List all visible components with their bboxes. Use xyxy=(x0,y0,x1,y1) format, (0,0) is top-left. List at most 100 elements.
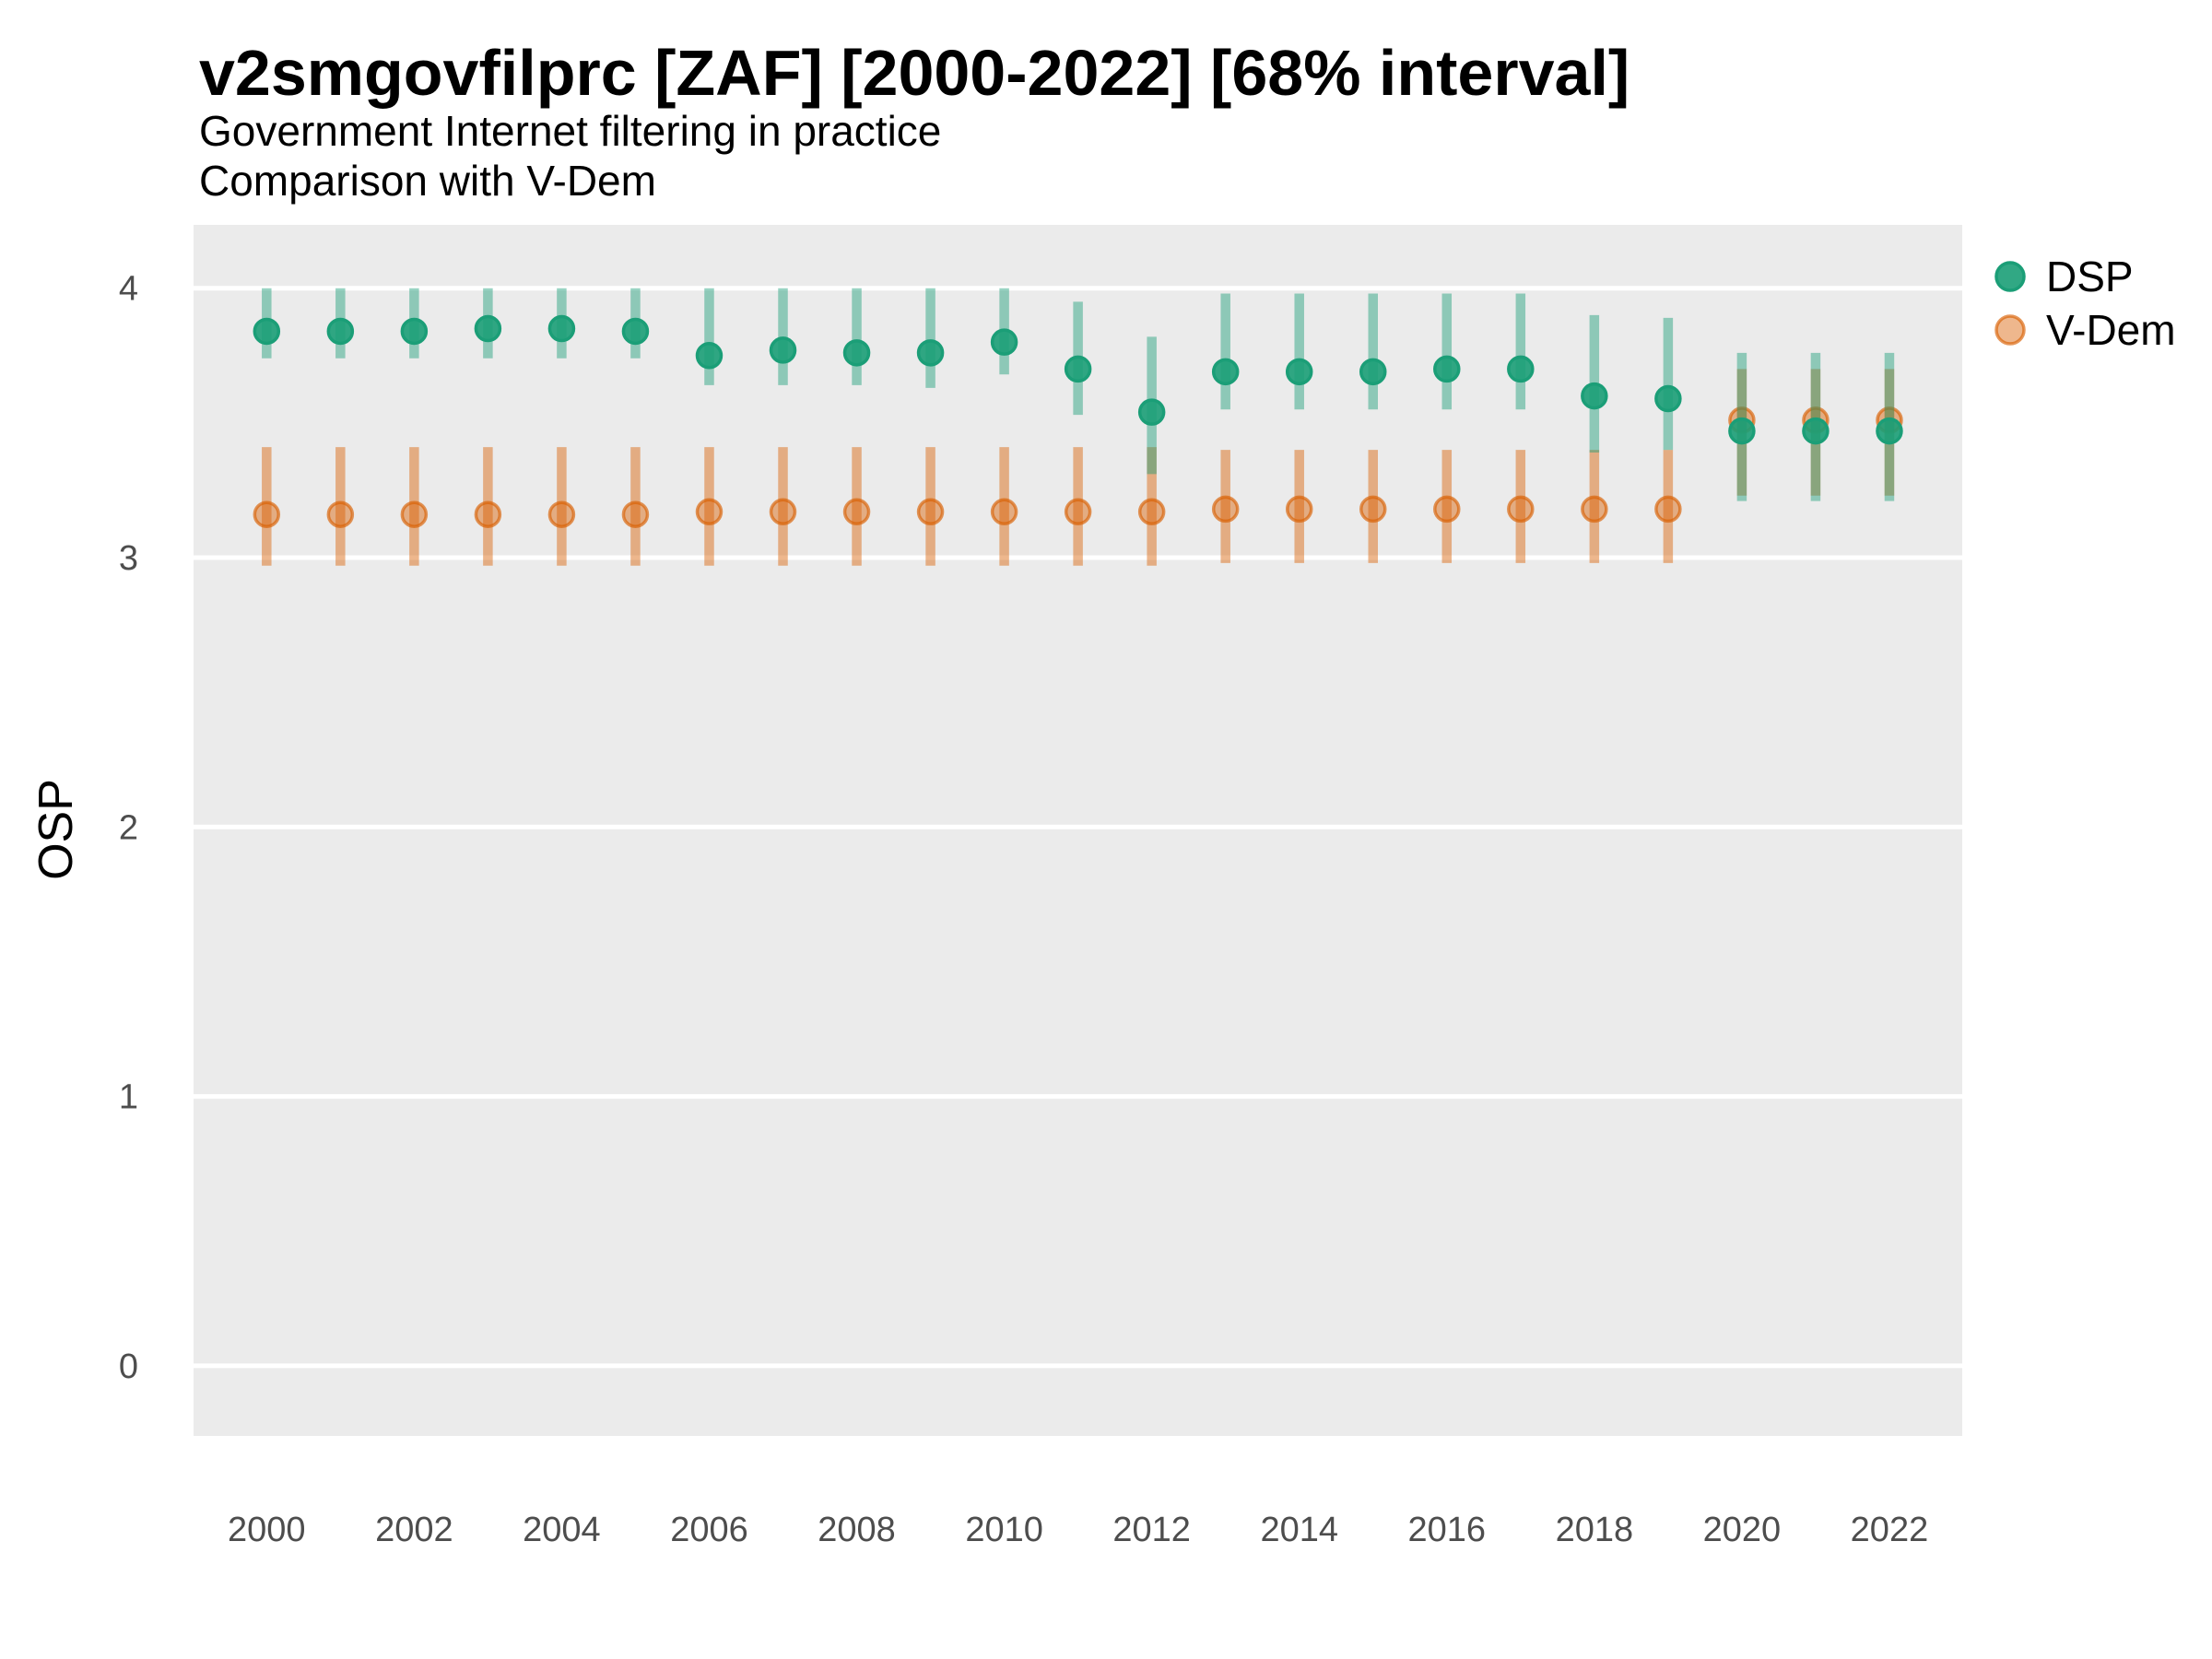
dsp-point-2011 xyxy=(1064,355,1092,383)
chart-subtitle-line1: Government Internet filtering in practic… xyxy=(199,107,941,155)
x-tick-label-2018: 2018 xyxy=(1556,1511,1634,1549)
dsp-pointrange-2007 xyxy=(769,288,797,385)
vdem-point-2018 xyxy=(1581,495,1608,524)
x-tick-label-2004: 2004 xyxy=(523,1511,601,1549)
vdem-point-2013 xyxy=(1211,495,1240,524)
x-tick-label-2008: 2008 xyxy=(818,1511,896,1549)
dsp-point-2009 xyxy=(916,339,945,367)
chart-subtitle-line2: Comparison with V-Dem xyxy=(199,157,656,205)
dsp-point-2015 xyxy=(1359,358,1387,386)
dsp-pointrange-2005 xyxy=(621,288,650,359)
dsp-pointrange-2000 xyxy=(253,288,281,359)
x-tick-label-2000: 2000 xyxy=(228,1511,306,1549)
vdem-point-2005 xyxy=(621,500,650,528)
y-tick-label-4: 4 xyxy=(119,270,138,309)
x-tick-label-2022: 2022 xyxy=(1851,1511,1929,1549)
dsp-pointrange-2004 xyxy=(547,288,576,359)
vdem-pointrange-2004 xyxy=(547,447,576,566)
dsp-pointrange-2003 xyxy=(474,288,502,359)
dsp-point-2001 xyxy=(326,317,355,346)
dsp-pointrange-2022 xyxy=(1876,352,1903,501)
dsp-point-2004 xyxy=(547,314,576,343)
legend: DSP V-Dem xyxy=(1994,253,2176,354)
dsp-pointrange-2020 xyxy=(1728,352,1756,501)
vdem-point-2003 xyxy=(474,500,502,528)
vdem-pointrange-2009 xyxy=(916,447,945,566)
vdem-pointrange-2015 xyxy=(1359,450,1387,563)
vdem-pointrange-2005 xyxy=(621,447,650,566)
dsp-point-2002 xyxy=(400,317,429,346)
dsp-point-2018 xyxy=(1581,382,1608,410)
dsp-pointrange-2019 xyxy=(1654,317,1682,451)
x-tick-label-2002: 2002 xyxy=(375,1511,453,1549)
vdem-point-2015 xyxy=(1359,495,1387,524)
vdem-point-2002 xyxy=(400,500,429,528)
vdem-point-2012 xyxy=(1137,498,1166,526)
dsp-point-2019 xyxy=(1654,384,1682,413)
legend-key-dsp-icon xyxy=(1994,261,2026,292)
legend-key-vdem-icon xyxy=(1994,314,2026,346)
vdem-pointrange-2011 xyxy=(1064,447,1092,566)
y-tick-label-3: 3 xyxy=(119,539,138,578)
x-tick-label-2016: 2016 xyxy=(1408,1511,1487,1549)
dsp-pointrange-2014 xyxy=(1285,293,1313,410)
y-tick-label-1: 1 xyxy=(119,1078,138,1117)
vdem-pointrange-2012 xyxy=(1137,447,1166,566)
x-tick-label-2010: 2010 xyxy=(965,1511,1043,1549)
legend-label-dsp: DSP xyxy=(2046,253,2134,300)
vdem-point-2007 xyxy=(769,498,797,526)
legend-label-vdem: V-Dem xyxy=(2046,306,2176,354)
dsp-point-2016 xyxy=(1433,355,1461,383)
dsp-point-2007 xyxy=(769,336,797,364)
x-tick-label-2006: 2006 xyxy=(670,1511,748,1549)
dsp-pointrange-2011 xyxy=(1064,301,1092,416)
dsp-point-2017 xyxy=(1507,355,1535,383)
vdem-pointrange-2016 xyxy=(1433,450,1461,563)
vdem-pointrange-2007 xyxy=(769,447,797,566)
dsp-pointrange-2015 xyxy=(1359,293,1387,410)
vdem-point-2001 xyxy=(326,500,355,528)
plot-panel xyxy=(194,225,1962,1436)
dsp-pointrange-2008 xyxy=(842,288,871,385)
dsp-point-2021 xyxy=(1802,417,1830,445)
vdem-pointrange-2002 xyxy=(400,447,429,566)
vdem-pointrange-2014 xyxy=(1285,450,1313,563)
dsp-pointrange-2013 xyxy=(1211,293,1240,410)
dsp-pointrange-2012 xyxy=(1137,336,1166,475)
dsp-point-2006 xyxy=(695,342,724,370)
vdem-point-2004 xyxy=(547,500,576,528)
x-tick-label-2012: 2012 xyxy=(1112,1511,1191,1549)
chart-title: v2smgovfilprc [ZAF] [2000-2022] [68% int… xyxy=(199,37,1630,109)
gridlines-layer xyxy=(194,286,1962,1369)
vdem-pointrange-2018 xyxy=(1581,450,1608,563)
vdem-point-2008 xyxy=(842,498,871,526)
vdem-point-2009 xyxy=(916,498,945,526)
dsp-point-2012 xyxy=(1137,398,1166,426)
y-tick-label-0: 0 xyxy=(119,1347,138,1386)
vdem-pointrange-2019 xyxy=(1654,450,1682,563)
vdem-pointrange-2017 xyxy=(1507,450,1535,563)
dsp-pointrange-2002 xyxy=(400,288,429,359)
vdem-pointrange-2003 xyxy=(474,447,502,566)
x-tick-label-2020: 2020 xyxy=(1703,1511,1782,1549)
dsp-pointrange-2021 xyxy=(1802,352,1830,501)
axis-tick-labels-layer: 0 1 2 3 4 2000 2002 2004 2006 2008 2010 2012 2014 201… xyxy=(119,270,1928,1549)
dsp-point-2005 xyxy=(621,317,650,346)
vdem-point-2019 xyxy=(1654,495,1682,524)
dsp-point-2000 xyxy=(253,317,281,346)
data-marks-layer xyxy=(253,288,1903,566)
dsp-pointrange-2006 xyxy=(695,288,724,385)
dsp-point-2022 xyxy=(1876,417,1903,445)
x-tick-label-2014: 2014 xyxy=(1260,1511,1338,1549)
dsp-pointrange-2009 xyxy=(916,288,945,388)
dsp-point-2013 xyxy=(1211,358,1240,386)
vdem-point-2006 xyxy=(695,498,724,526)
y-axis-title: OSP xyxy=(29,779,83,880)
dsp-point-2014 xyxy=(1285,358,1313,386)
dsp-pointrange-2018 xyxy=(1581,314,1608,453)
dsp-point-2003 xyxy=(474,314,502,343)
dsp-point-2020 xyxy=(1728,417,1756,445)
vdem-pointrange-2000 xyxy=(253,447,281,566)
